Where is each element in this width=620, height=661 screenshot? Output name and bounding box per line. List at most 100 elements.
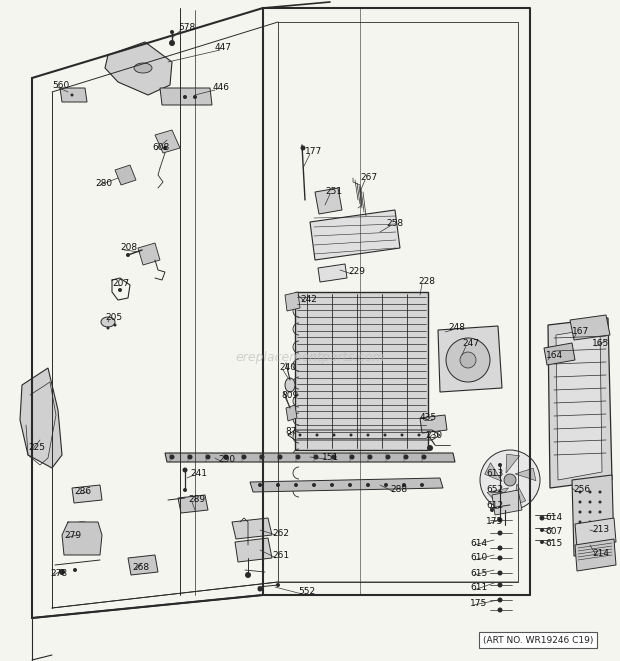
Circle shape: [298, 434, 301, 436]
Text: 208: 208: [120, 243, 137, 253]
Ellipse shape: [101, 317, 115, 327]
Polygon shape: [548, 318, 612, 488]
Text: 207: 207: [112, 278, 129, 288]
Circle shape: [427, 445, 433, 451]
Circle shape: [66, 522, 98, 554]
Text: 279: 279: [64, 531, 81, 539]
Text: ereplacementparts.com: ereplacementparts.com: [235, 352, 385, 364]
Circle shape: [118, 288, 122, 292]
Circle shape: [260, 455, 265, 459]
Circle shape: [598, 531, 601, 533]
Text: 242: 242: [300, 295, 317, 305]
Polygon shape: [544, 343, 575, 365]
Text: 261: 261: [272, 551, 289, 561]
Polygon shape: [62, 522, 102, 555]
Circle shape: [588, 510, 591, 514]
Polygon shape: [438, 326, 502, 392]
Circle shape: [242, 455, 247, 459]
Text: 167: 167: [572, 327, 589, 336]
Circle shape: [348, 483, 352, 487]
Polygon shape: [160, 88, 212, 105]
Polygon shape: [318, 264, 347, 282]
Circle shape: [578, 520, 582, 524]
Circle shape: [497, 518, 502, 522]
Circle shape: [183, 488, 187, 492]
Text: 615: 615: [545, 539, 562, 547]
Circle shape: [598, 520, 601, 524]
Text: 225: 225: [28, 444, 45, 453]
Text: 280: 280: [95, 178, 112, 188]
Polygon shape: [115, 165, 136, 185]
Polygon shape: [514, 484, 526, 506]
Text: 560: 560: [52, 81, 69, 89]
Circle shape: [258, 483, 262, 487]
Circle shape: [183, 95, 187, 99]
Text: (ART NO. WR19246 C19): (ART NO. WR19246 C19): [483, 635, 593, 644]
Text: 175: 175: [470, 598, 487, 607]
Circle shape: [193, 95, 197, 99]
Circle shape: [598, 500, 601, 504]
Circle shape: [350, 434, 353, 436]
Circle shape: [169, 40, 175, 46]
Text: 262: 262: [272, 529, 289, 537]
Circle shape: [350, 455, 355, 459]
Circle shape: [276, 483, 280, 487]
Text: 268: 268: [132, 563, 149, 572]
Circle shape: [401, 434, 404, 436]
Text: 289: 289: [188, 496, 205, 504]
Ellipse shape: [134, 63, 152, 73]
Circle shape: [113, 323, 117, 327]
Circle shape: [75, 531, 89, 545]
Text: 552: 552: [298, 588, 315, 596]
Circle shape: [187, 455, 192, 459]
Circle shape: [384, 483, 388, 487]
Polygon shape: [575, 518, 616, 548]
Circle shape: [497, 531, 502, 535]
Polygon shape: [105, 42, 172, 95]
Text: 447: 447: [215, 42, 232, 52]
Text: 241: 241: [190, 469, 207, 477]
Circle shape: [294, 483, 298, 487]
Circle shape: [539, 516, 544, 520]
Text: 613: 613: [486, 469, 503, 477]
Text: 286: 286: [74, 488, 91, 496]
Polygon shape: [515, 468, 536, 481]
Polygon shape: [295, 292, 428, 450]
Circle shape: [588, 531, 591, 533]
Circle shape: [598, 510, 601, 514]
Polygon shape: [315, 188, 342, 214]
Polygon shape: [285, 292, 300, 311]
Text: 611: 611: [470, 584, 487, 592]
Circle shape: [366, 434, 370, 436]
Circle shape: [169, 455, 174, 459]
Circle shape: [417, 434, 420, 436]
Circle shape: [384, 434, 386, 436]
Circle shape: [404, 455, 409, 459]
Polygon shape: [556, 328, 602, 480]
Circle shape: [366, 483, 370, 487]
Circle shape: [126, 253, 130, 257]
Circle shape: [314, 455, 319, 459]
Circle shape: [460, 352, 476, 368]
Text: 214: 214: [592, 549, 609, 557]
Text: 175: 175: [486, 516, 503, 525]
Text: 612: 612: [486, 502, 503, 510]
Text: 251: 251: [325, 188, 342, 196]
Circle shape: [497, 570, 502, 576]
Text: 248: 248: [448, 323, 465, 332]
Circle shape: [257, 586, 262, 592]
Polygon shape: [235, 538, 272, 562]
Polygon shape: [250, 478, 443, 492]
Circle shape: [578, 490, 582, 494]
Circle shape: [588, 500, 591, 504]
Circle shape: [301, 145, 306, 151]
Circle shape: [422, 455, 427, 459]
Circle shape: [332, 434, 335, 436]
Text: 247: 247: [462, 340, 479, 348]
Circle shape: [368, 455, 373, 459]
Text: 164: 164: [546, 350, 563, 360]
Polygon shape: [60, 88, 87, 102]
Polygon shape: [165, 453, 455, 462]
Polygon shape: [420, 415, 447, 433]
Polygon shape: [232, 518, 272, 539]
